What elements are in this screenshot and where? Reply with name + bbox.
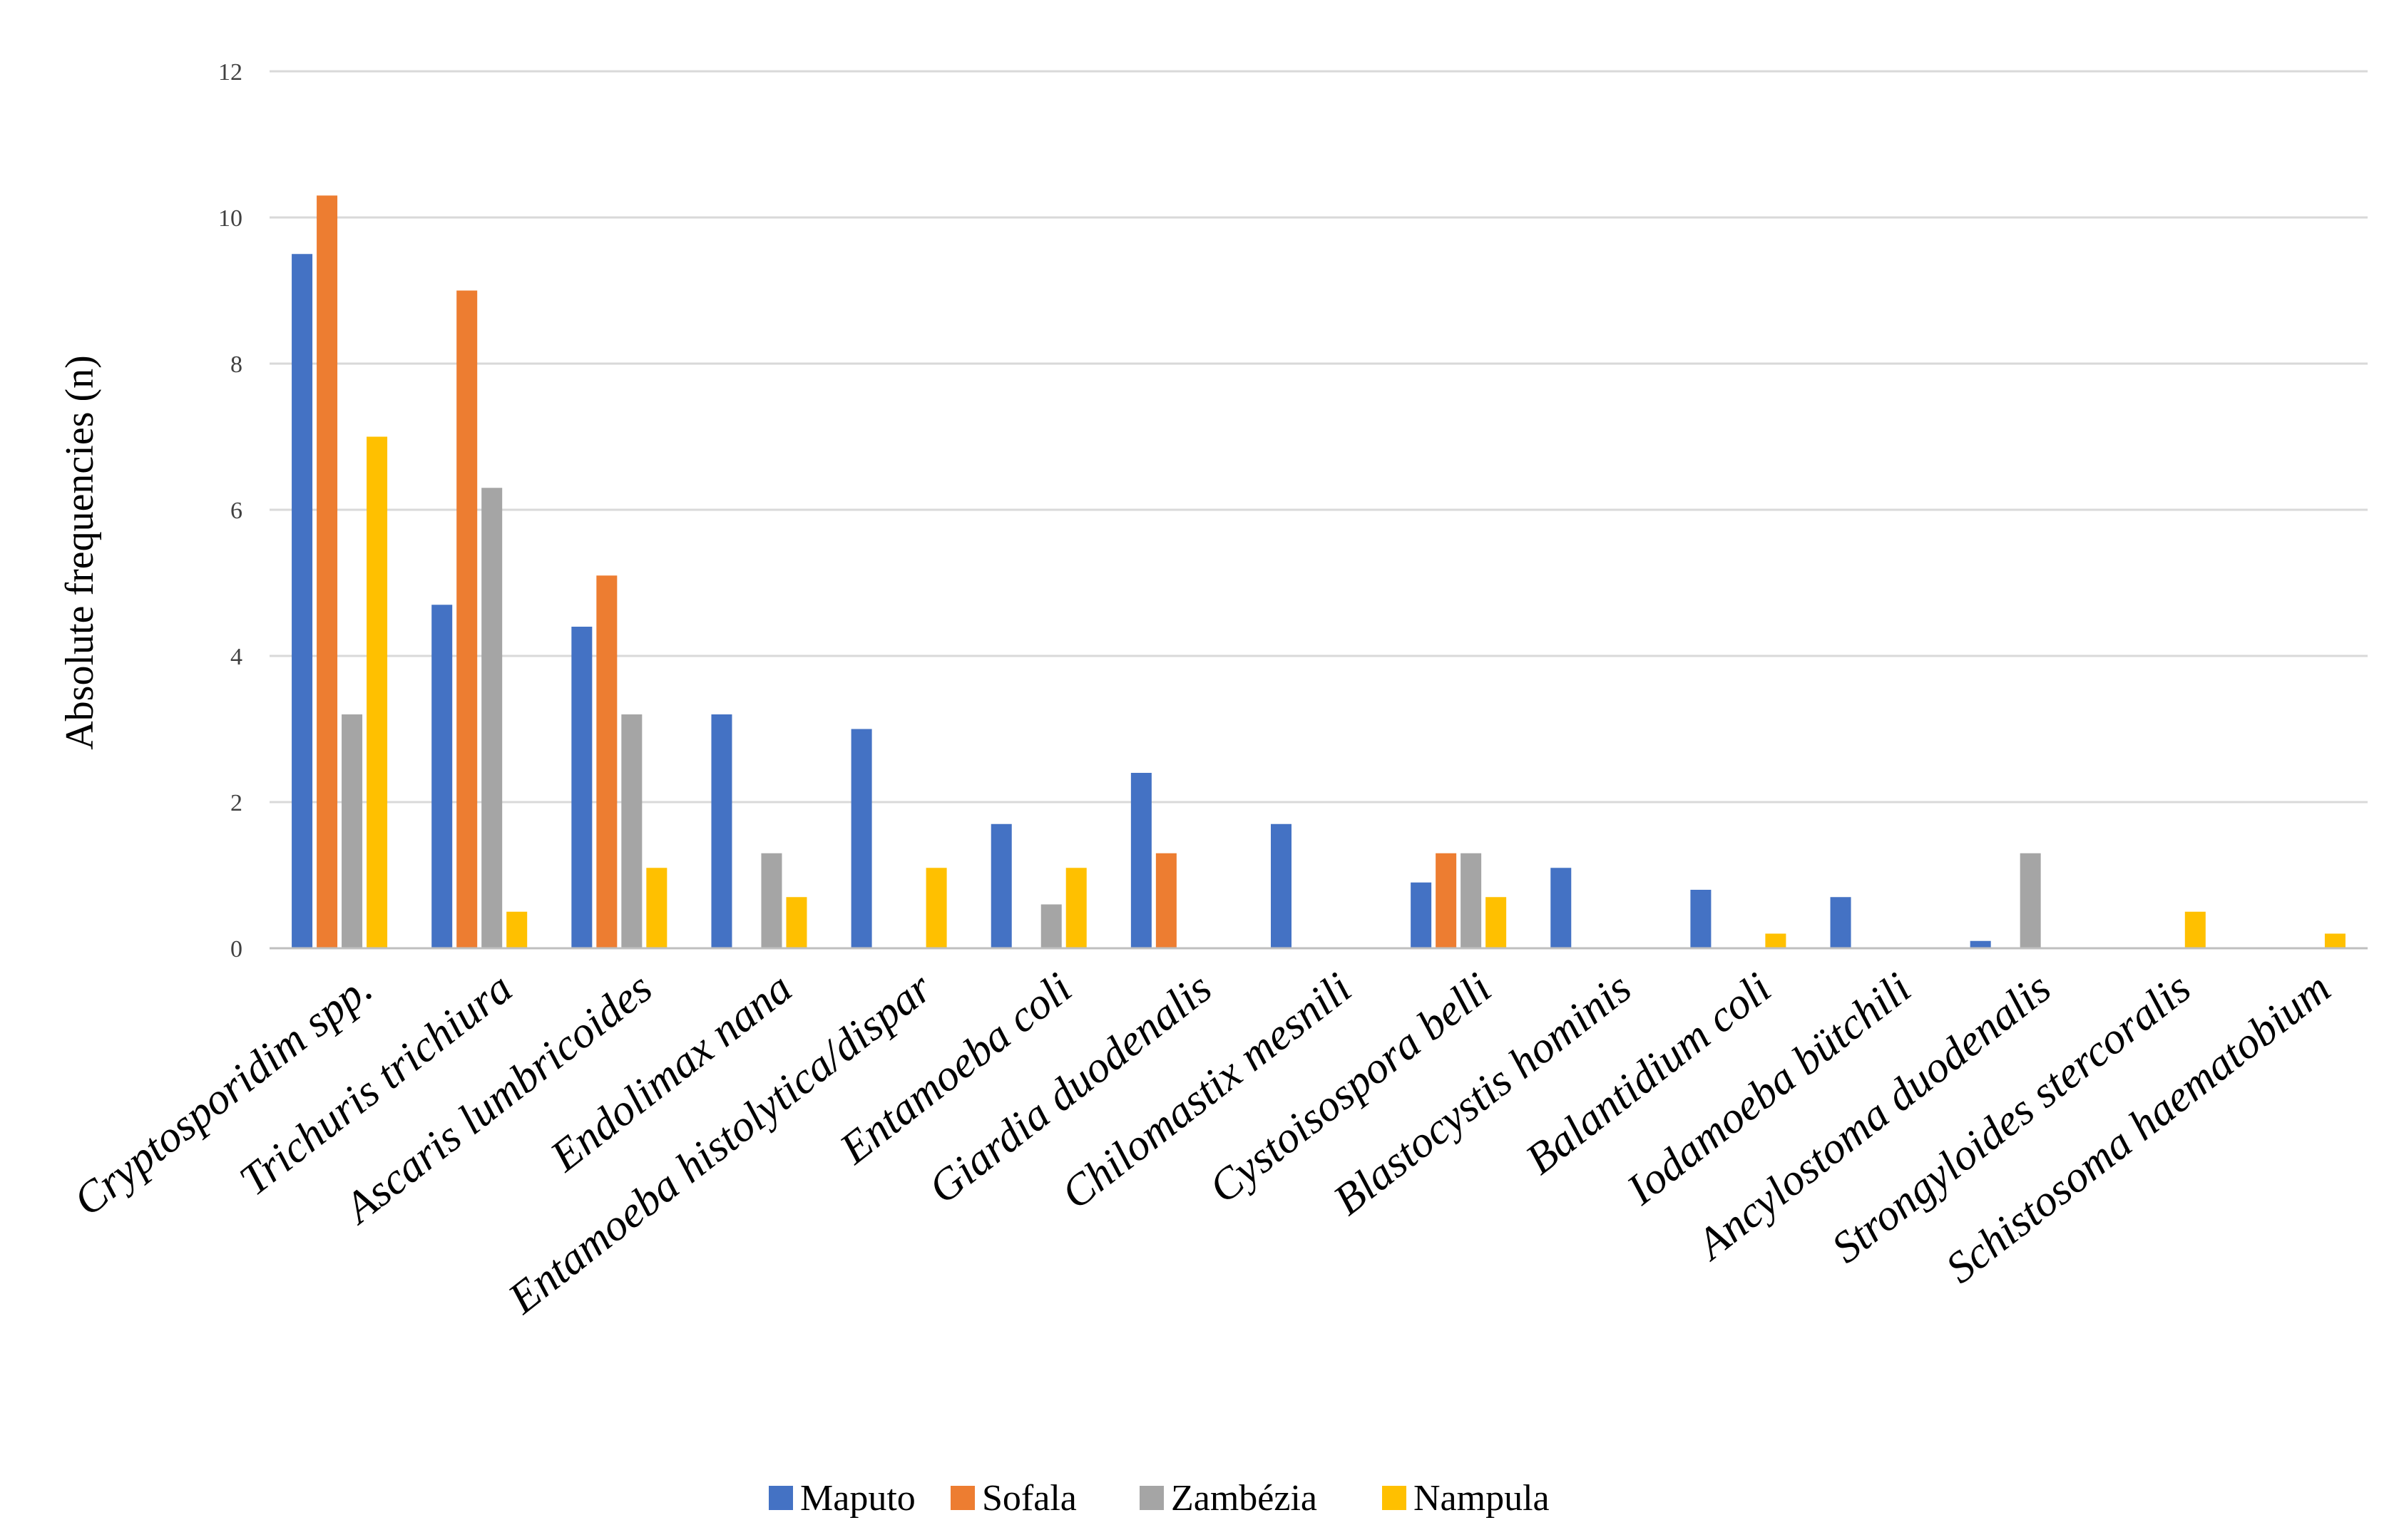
legend-label: Zambézia	[1171, 1478, 1317, 1519]
bar-maputo-6	[1130, 773, 1152, 948]
legend-label: Nampula	[1413, 1478, 1550, 1519]
bar-maputo-5	[991, 823, 1012, 948]
x-axis-category-labels: Cryptosporidim spp.Trichuris trichiuraAs…	[65, 963, 2339, 1323]
bar-nampula-10	[1765, 933, 1786, 948]
bar-sofala-8	[1436, 853, 1457, 948]
bar-maputo-4	[851, 729, 872, 948]
bar-nampula-3	[786, 897, 807, 948]
y-tick-label: 8	[230, 351, 242, 378]
bar-nampula-14	[2324, 933, 2346, 948]
bar-zambzia-0	[342, 714, 363, 948]
bar-sofala-0	[317, 195, 338, 948]
bar-zambzia-5	[1040, 904, 1062, 948]
y-tick-label: 12	[218, 59, 242, 86]
bar-nampula-2	[646, 868, 667, 948]
x-category-label: Balantidium coli	[1517, 963, 1780, 1184]
legend: Maputo Sofala Zambézia Nampula	[769, 1478, 1550, 1519]
legend-label: Sofala	[982, 1478, 1077, 1519]
bar-maputo-10	[1690, 890, 1712, 948]
y-axis-title: Absolute frequencies (n)	[58, 355, 102, 750]
bar-zambzia-2	[621, 714, 643, 948]
bar-nampula-13	[2184, 911, 2206, 948]
gridlines	[270, 70, 2368, 804]
bar-zambzia-1	[481, 488, 503, 948]
bar-maputo-0	[292, 254, 313, 948]
bar-maputo-8	[1411, 882, 1432, 948]
bar-nampula-8	[1485, 897, 1507, 948]
bar-nampula-4	[926, 868, 947, 948]
bar-sofala-6	[1155, 853, 1177, 948]
y-axis-ticks: 0 2 4 6 8 10 12	[218, 59, 242, 962]
bar-maputo-9	[1550, 868, 1572, 948]
bar-sofala-1	[456, 290, 478, 948]
bar-zambzia-12	[2020, 853, 2041, 948]
bar-maputo-11	[1830, 897, 1851, 948]
bar-nampula-5	[1065, 868, 1087, 948]
bar-maputo-2	[571, 627, 593, 948]
y-tick-label: 4	[230, 644, 242, 670]
y-tick-label: 2	[230, 790, 242, 816]
legend-swatch-sofala	[951, 1486, 975, 1510]
y-tick-label: 0	[230, 936, 242, 962]
bar-maputo-12	[1970, 940, 1991, 948]
bar-nampula-1	[506, 911, 528, 948]
bar-maputo-1	[431, 605, 453, 948]
x-category-label: Entamoeba coli	[831, 963, 1081, 1174]
bar-zambzia-3	[761, 853, 782, 948]
bar-maputo-7	[1271, 823, 1291, 948]
y-tick-label: 6	[230, 498, 242, 524]
bar-maputo-3	[711, 714, 732, 948]
bars	[292, 195, 2346, 948]
x-category-label: Endolimax nana	[541, 963, 801, 1181]
legend-swatch-zambzia	[1140, 1486, 1164, 1510]
bar-sofala-2	[596, 575, 618, 948]
bar-nampula-0	[367, 436, 388, 948]
y-tick-label: 10	[218, 205, 242, 232]
legend-swatch-maputo	[769, 1486, 793, 1510]
bar-zambzia-8	[1461, 853, 1482, 948]
legend-label: Maputo	[800, 1478, 916, 1519]
legend-swatch-nampula	[1382, 1486, 1406, 1510]
